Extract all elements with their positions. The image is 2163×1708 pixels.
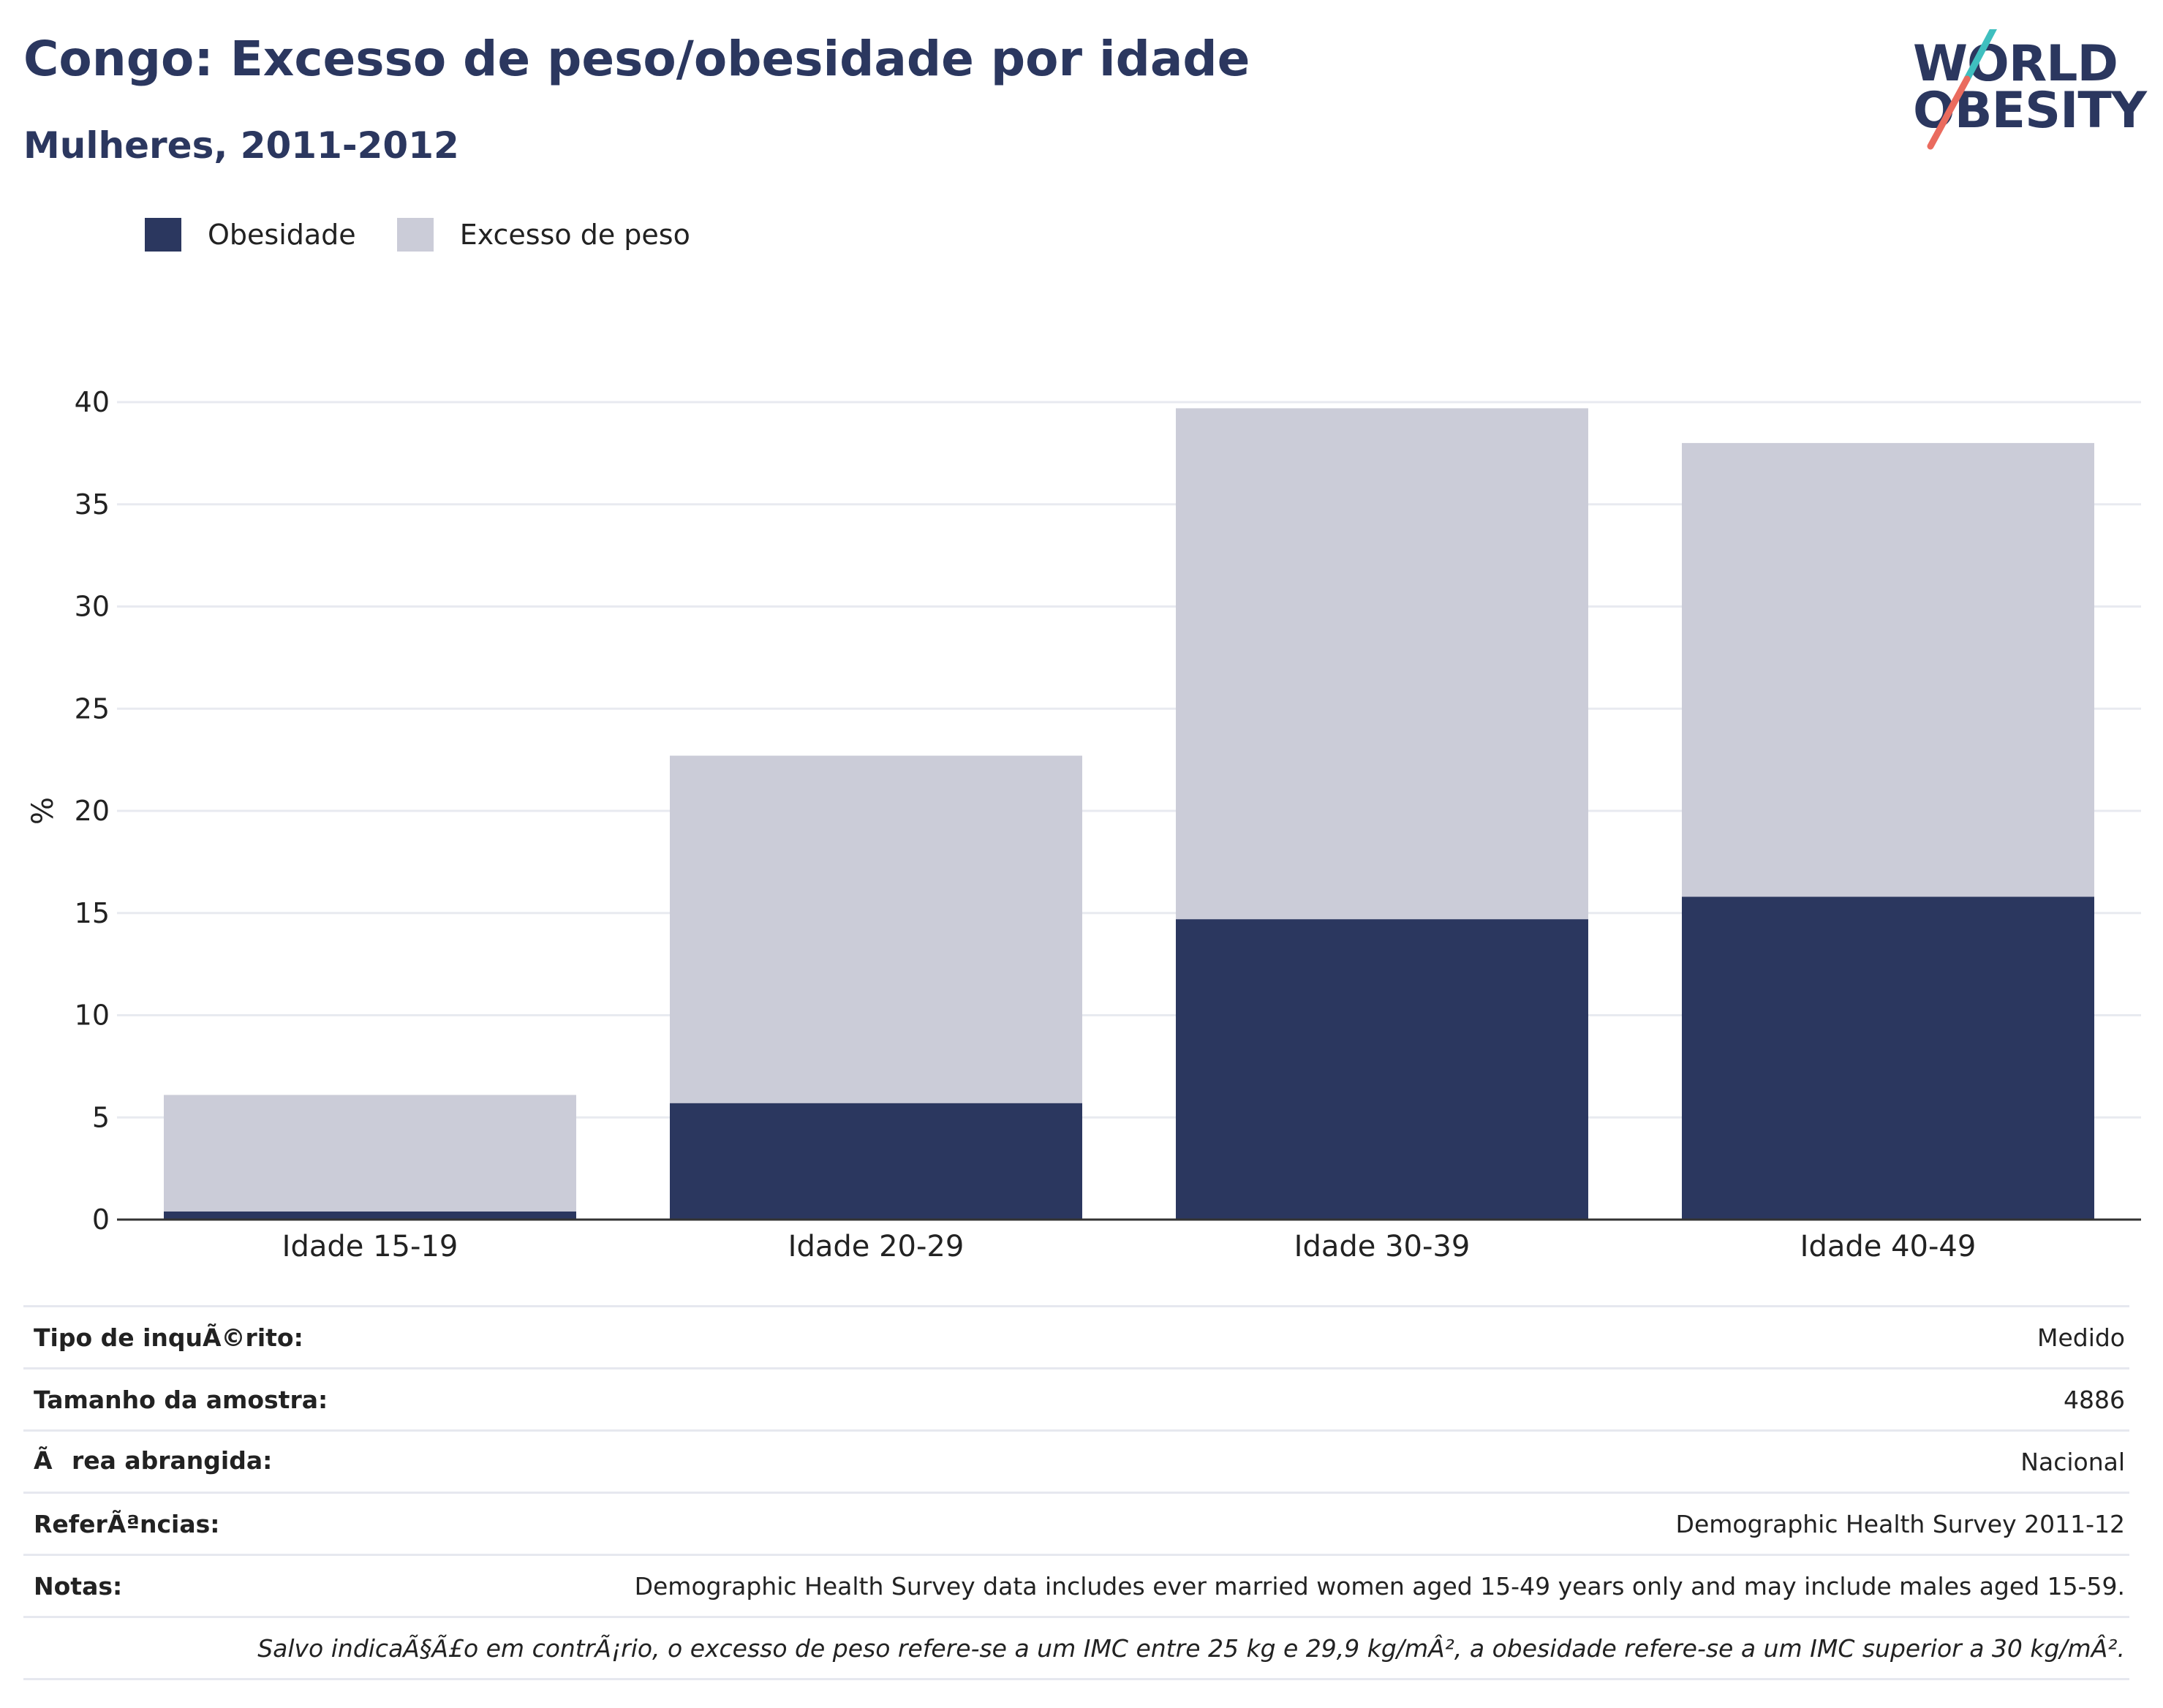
x-tick-label: Idade 40-49 <box>1800 1230 1977 1263</box>
info-value-sample-size: 4886 <box>2064 1385 2125 1414</box>
y-tick-label: 20 <box>75 795 110 827</box>
legend-swatch-obesidade <box>145 218 181 252</box>
chart-legend: Obesidade Excesso de peso <box>145 216 731 253</box>
bar-excesso-de-peso-1 <box>670 755 1082 1103</box>
chart-title: Congo: Excesso de peso/obesidade por ida… <box>23 31 1250 87</box>
info-row-notes: Notas: Demographic Health Survey data in… <box>23 1554 2129 1616</box>
y-tick-label: 15 <box>75 897 110 929</box>
y-tick-label: 0 <box>92 1203 110 1236</box>
chart-subtitle: Mulheres, 2011-2012 <box>23 124 459 167</box>
bar-obesidade-3 <box>1682 896 2094 1220</box>
info-label-sample-size: Tamanho da amostra: <box>34 1385 328 1414</box>
info-row-area-covered: Ãrea abrangida: Nacional <box>23 1429 2129 1492</box>
y-tick-label: 10 <box>75 1000 110 1032</box>
info-row-sample-size: Tamanho da amostra: 4886 <box>23 1367 2129 1429</box>
info-value-survey-type: Medido <box>2036 1323 2125 1352</box>
y-tick-label: 35 <box>75 488 110 521</box>
legend-item-excesso-de-peso[interactable]: Excesso de peso <box>396 218 690 252</box>
bar-obesidade-0 <box>164 1211 576 1220</box>
legend-item-obesidade[interactable]: Obesidade <box>145 218 356 252</box>
x-tick-label: Idade 15-19 <box>282 1230 458 1263</box>
y-tick-label: 5 <box>92 1101 110 1133</box>
bar-excesso-de-peso-2 <box>1176 408 1588 920</box>
info-label-notes: Notas: <box>34 1571 123 1601</box>
bar-obesidade-2 <box>1176 919 1588 1220</box>
x-tick-label: Idade 30-39 <box>1294 1230 1471 1263</box>
y-tick-label: 40 <box>75 386 110 418</box>
bar-excesso-de-peso-0 <box>164 1095 576 1212</box>
legend-swatch-excesso-de-peso <box>396 218 434 252</box>
y-tick-label: 30 <box>75 591 110 623</box>
info-label-survey-type: Tipo de inquÃ©rito: <box>34 1323 303 1352</box>
legend-label-obesidade: Obesidade <box>208 219 356 251</box>
info-label-area-covered: Ãrea abrangida: <box>34 1446 273 1475</box>
y-axis-label: % <box>26 797 60 825</box>
world-obesity-logo: WORLD OBESITY <box>1894 29 2150 161</box>
info-value-references: Demographic Health Survey 2011-12 <box>1675 1509 2125 1538</box>
logo-slash-icon <box>1927 29 1997 150</box>
footnote-text: Salvo indicaÃ§Ã£o em contrÃ¡rio, o exces… <box>257 1633 2125 1663</box>
legend-label-excesso-de-peso: Excesso de peso <box>459 219 690 251</box>
stacked-bar-chart: 0 5 10 15 20 25 30 35 40% Idade 15-19 Idade 20-29 I… <box>26 386 2141 1263</box>
x-tick-label: Idade 20-29 <box>788 1230 965 1263</box>
info-row-survey-type: Tipo de inquÃ©rito: Medido <box>23 1305 2129 1367</box>
info-value-area-covered: Nacional <box>2020 1447 2125 1476</box>
y-tick-label: 25 <box>75 692 110 725</box>
bar-excesso-de-peso-3 <box>1682 442 2094 897</box>
info-row-references: ReferÃªncias: Demographic Health Survey … <box>23 1492 2129 1554</box>
logo-line-world: WORLD <box>1913 35 2118 93</box>
info-row-footnote: Salvo indicaÃ§Ã£o em contrÃ¡rio, o exces… <box>23 1616 2129 1680</box>
survey-info-table: Tipo de inquÃ©rito: Medido Tamanho da am… <box>23 1305 2129 1680</box>
info-value-notes: Demographic Health Survey data includes … <box>634 1571 2125 1601</box>
info-label-references: ReferÃªncias: <box>34 1509 220 1538</box>
bar-obesidade-1 <box>670 1103 1082 1220</box>
